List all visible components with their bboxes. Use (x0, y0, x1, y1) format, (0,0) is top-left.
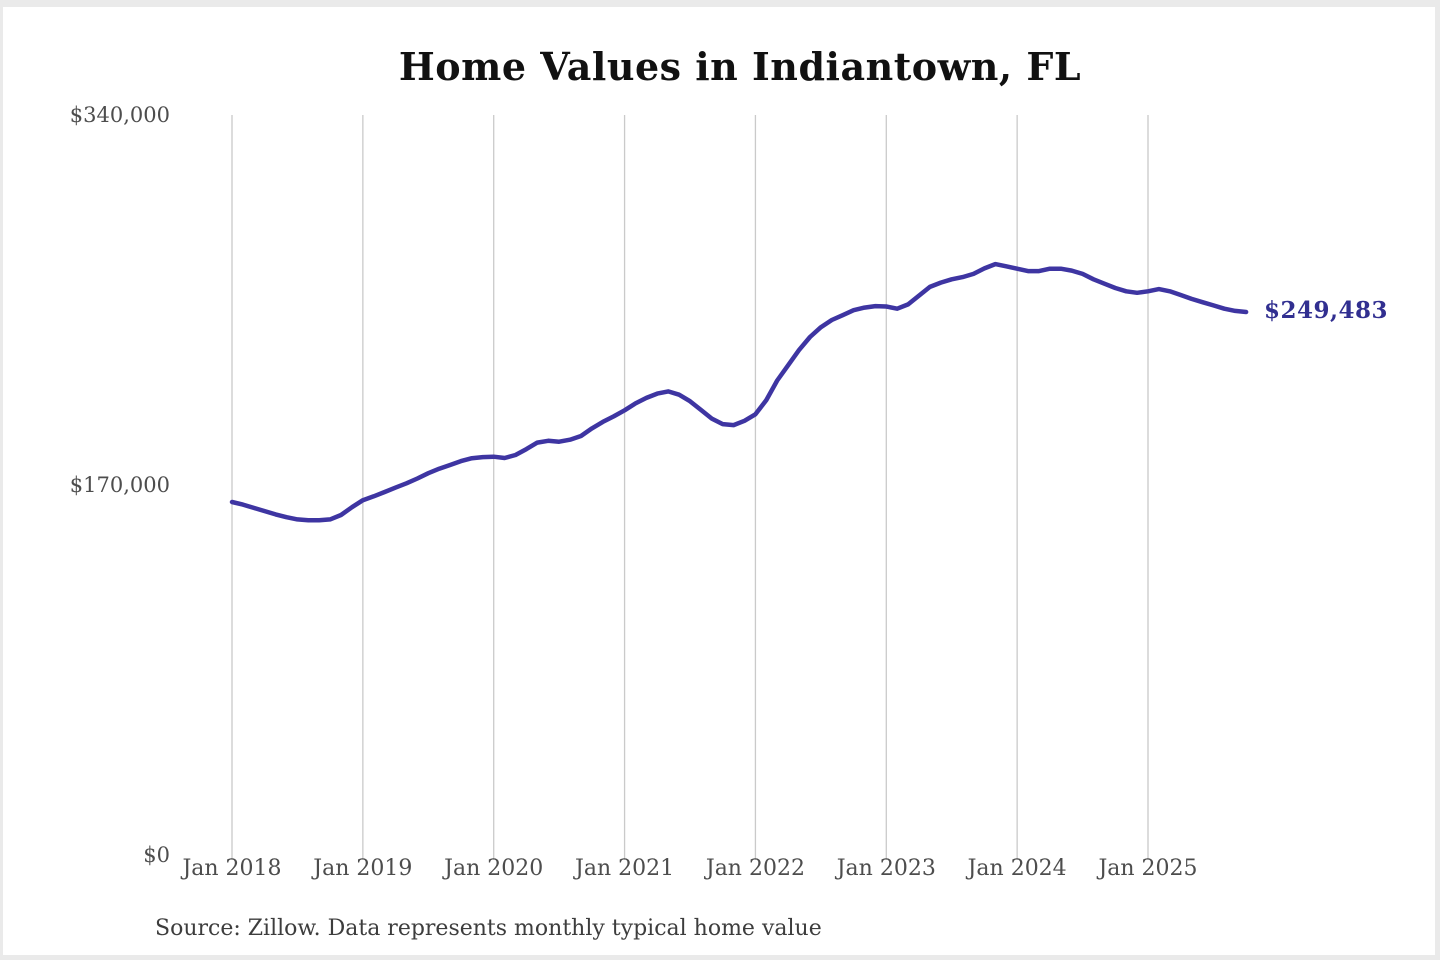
x-axis-tick-label: Jan 2018 (182, 856, 282, 881)
x-axis-tick-label: Jan 2024 (967, 856, 1067, 881)
x-axis-tick-label: Jan 2022 (705, 856, 805, 881)
latest-value-label: $249,483 (1264, 297, 1389, 324)
x-axis-tick-label: Jan 2023 (836, 856, 936, 881)
y-axis-tick-label: $170,000 (69, 473, 170, 497)
y-axis-tick-label: $0 (143, 843, 170, 867)
source-note: Source: Zillow. Data represents monthly … (155, 916, 822, 941)
x-axis-tick-label: Jan 2019 (313, 856, 413, 881)
page-edge-top (0, 0, 1440, 7)
page-edge-left (0, 0, 3, 960)
page-edge-bottom (0, 955, 1440, 960)
y-axis-tick-label: $340,000 (69, 103, 170, 127)
x-axis-tick-label: Jan 2020 (444, 856, 544, 881)
value-line (229, 261, 1249, 523)
x-axis-tick-label: Jan 2025 (1098, 856, 1198, 881)
chart-title: Home Values in Indiantown, FL (398, 44, 1082, 89)
x-axis-tick-label: Jan 2021 (575, 856, 675, 881)
page-edge-right (1435, 0, 1440, 960)
